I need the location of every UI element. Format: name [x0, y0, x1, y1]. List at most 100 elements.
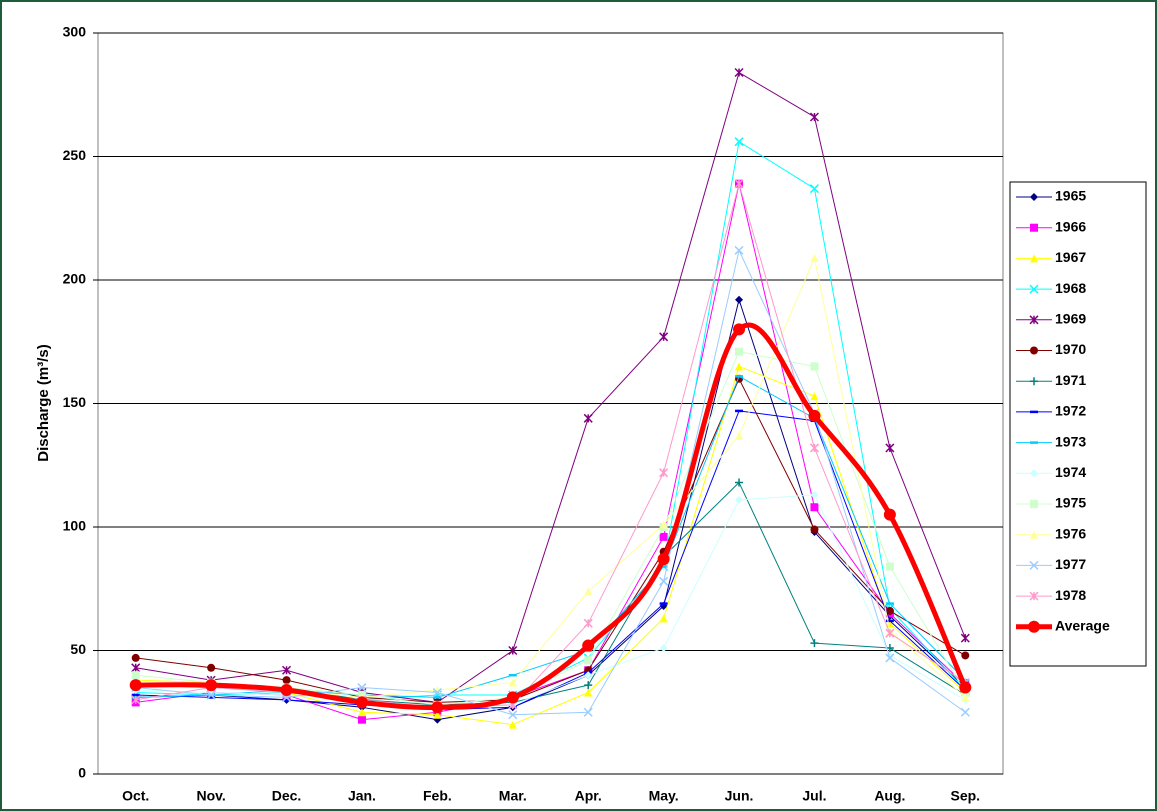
marker	[735, 347, 744, 356]
marker	[809, 184, 819, 194]
marker	[810, 362, 819, 371]
series-line	[135, 183, 966, 708]
marker	[129, 679, 142, 692]
marker	[508, 645, 518, 656]
marker	[885, 653, 895, 663]
y-tick-label: 0	[78, 765, 86, 781]
marker	[961, 693, 970, 702]
x-tick-label: Dec.	[272, 788, 302, 804]
legend-marker	[1029, 591, 1039, 601]
x-tick-label: Nov.	[196, 788, 225, 804]
marker	[961, 651, 970, 660]
x-tick-label: Oct.	[122, 788, 149, 804]
marker	[885, 628, 895, 638]
y-tick-label: 100	[63, 518, 87, 534]
marker	[735, 295, 744, 304]
legend-label: 1978	[1055, 587, 1086, 603]
marker	[735, 478, 744, 487]
legend	[1009, 181, 1147, 667]
legend-marker	[1030, 223, 1038, 232]
marker	[734, 137, 744, 147]
marker	[659, 520, 668, 529]
marker	[735, 362, 744, 371]
marker	[207, 663, 216, 672]
legend-label: 1966	[1055, 218, 1086, 234]
marker	[432, 687, 442, 698]
legend-label: 1968	[1055, 280, 1086, 296]
marker	[282, 676, 291, 685]
marker	[734, 245, 744, 255]
legend-marker	[1029, 315, 1039, 325]
marker	[810, 490, 819, 499]
marker	[508, 678, 517, 687]
marker	[280, 684, 293, 697]
series-line	[135, 249, 966, 716]
legend-marker	[1029, 560, 1039, 570]
marker	[885, 443, 895, 453]
marker	[808, 409, 821, 422]
x-tick-label: Aug.	[874, 788, 905, 804]
marker	[131, 663, 141, 673]
marker	[584, 681, 593, 690]
marker	[357, 715, 366, 724]
series-line	[135, 494, 966, 711]
legend-label: 1971	[1055, 372, 1086, 388]
legend-label: 1974	[1055, 464, 1086, 480]
x-tick-label: Apr.	[575, 788, 602, 804]
y-tick-label: 200	[63, 271, 87, 287]
marker	[810, 525, 819, 534]
legend-marker	[1030, 530, 1038, 539]
legend-label: Average	[1055, 618, 1110, 634]
marker	[885, 651, 894, 660]
y-tick-label: 250	[63, 147, 87, 163]
marker	[959, 681, 972, 694]
marker	[282, 665, 292, 675]
x-tick-label: Sep.	[951, 788, 981, 804]
marker	[734, 67, 744, 78]
x-tick-label: Jan.	[348, 788, 376, 804]
marker	[584, 688, 593, 697]
marker	[883, 508, 896, 521]
series-line	[135, 322, 968, 710]
marker	[735, 495, 744, 504]
marker	[583, 707, 593, 717]
marker	[809, 112, 819, 122]
marker	[885, 606, 894, 615]
legend-label: 1975	[1055, 495, 1086, 511]
marker	[659, 532, 668, 541]
marker	[810, 503, 819, 512]
x-tick-label: Feb.	[423, 788, 452, 804]
series-line	[135, 378, 966, 703]
marker	[508, 720, 517, 729]
legend-label: 1977	[1055, 556, 1086, 572]
marker	[810, 253, 819, 262]
marker	[433, 710, 442, 719]
marker	[810, 392, 819, 401]
marker	[131, 653, 140, 662]
marker	[584, 656, 593, 665]
legend-marker	[1030, 254, 1038, 263]
marker	[205, 679, 218, 692]
marker	[357, 708, 366, 717]
marker	[583, 618, 593, 628]
x-tick-label: Mar.	[499, 788, 527, 804]
legend-marker	[1028, 620, 1040, 633]
legend-marker	[1030, 500, 1038, 508]
legend-label: 1969	[1055, 311, 1086, 327]
legend-label: 1972	[1055, 403, 1086, 419]
marker	[582, 639, 595, 652]
legend-label: 1976	[1055, 525, 1086, 541]
x-tick-label: May.	[649, 788, 679, 804]
y-tick-label: 50	[70, 641, 86, 657]
x-tick-label: Jun.	[725, 788, 754, 804]
marker	[583, 413, 593, 423]
marker	[659, 576, 669, 586]
marker	[960, 707, 970, 717]
legend-marker	[1030, 193, 1038, 201]
y-tick-label: 150	[63, 394, 87, 410]
marker	[131, 695, 141, 705]
legend-label: 1967	[1055, 249, 1086, 265]
legend-label: 1973	[1055, 433, 1086, 449]
marker	[657, 553, 670, 566]
